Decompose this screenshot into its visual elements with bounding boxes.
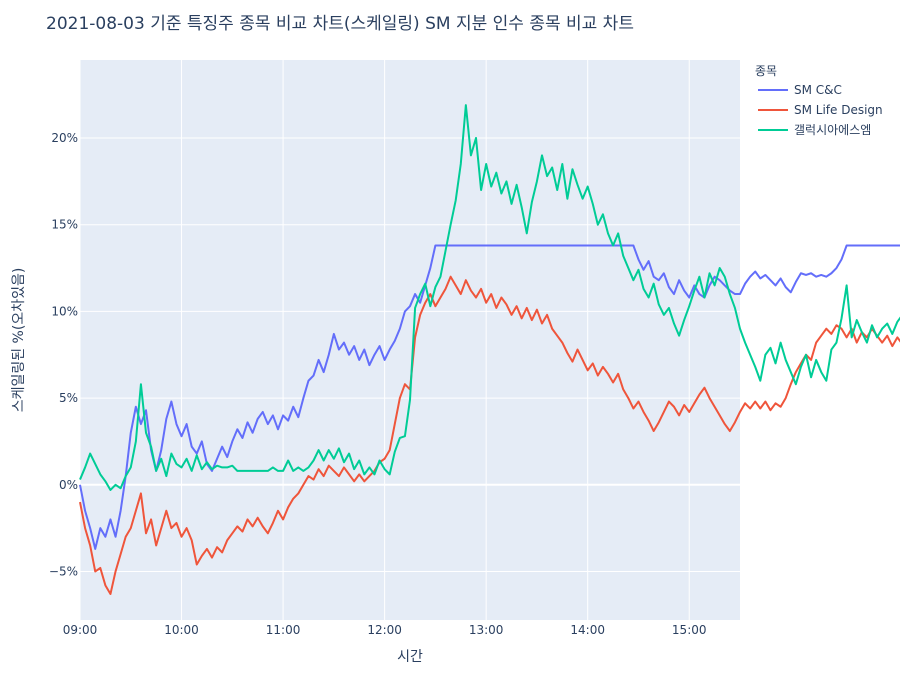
- legend-label: SM Life Design: [794, 103, 883, 117]
- y-tick-label: 0%: [59, 478, 78, 492]
- x-tick-label: 10:00: [164, 623, 199, 637]
- series-line-0: [79, 244, 900, 550]
- x-tick-label: 12:00: [367, 623, 402, 637]
- series-line-2: [79, 104, 900, 491]
- x-axis-ticks: 09:00 10:00 11:00 12:00 13:00 14:00 15:00: [63, 623, 707, 637]
- legend-items: SM C&C SM Life Design 갤럭시아에스엠: [758, 83, 883, 137]
- x-tick-label: 14:00: [570, 623, 605, 637]
- legend: 종목 SM C&C SM Life Design 갤럭시아에스엠: [755, 64, 883, 137]
- legend-title: 종목: [755, 64, 777, 78]
- legend-label: SM C&C: [794, 83, 842, 97]
- y-tick-label: 10%: [51, 304, 78, 318]
- x-tick-label: 15:00: [672, 623, 707, 637]
- series-line-1: [79, 275, 900, 595]
- legend-label: 갤럭시아에스엠: [794, 123, 871, 137]
- y-tick-label: −5%: [49, 564, 78, 578]
- plot-area: [80, 60, 740, 620]
- y-axis-ticks: −5% 0% 5% 10% 15% 20%: [49, 131, 78, 578]
- chart-title: 2021-08-03 기준 특징주 종목 비교 차트(스케일링) SM 지분 인…: [46, 14, 634, 34]
- x-tick-label: 13:00: [469, 623, 504, 637]
- y-axis-title: 스케일링된 %(오차있음): [11, 268, 27, 413]
- y-tick-label: 20%: [51, 131, 78, 145]
- y-tick-label: 15%: [51, 218, 78, 232]
- x-tick-label: 11:00: [266, 623, 301, 637]
- series-lines: [79, 104, 900, 595]
- x-tick-label: 09:00: [63, 623, 98, 637]
- y-tick-label: 5%: [59, 391, 78, 405]
- x-axis-title: 시간: [397, 649, 423, 665]
